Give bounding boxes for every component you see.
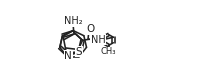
Text: S: S (75, 46, 82, 57)
Text: NH₂: NH₂ (64, 16, 83, 26)
Text: NH: NH (91, 35, 106, 45)
Text: CH₃: CH₃ (101, 47, 116, 56)
Text: N: N (64, 51, 72, 61)
Text: O: O (86, 24, 95, 34)
